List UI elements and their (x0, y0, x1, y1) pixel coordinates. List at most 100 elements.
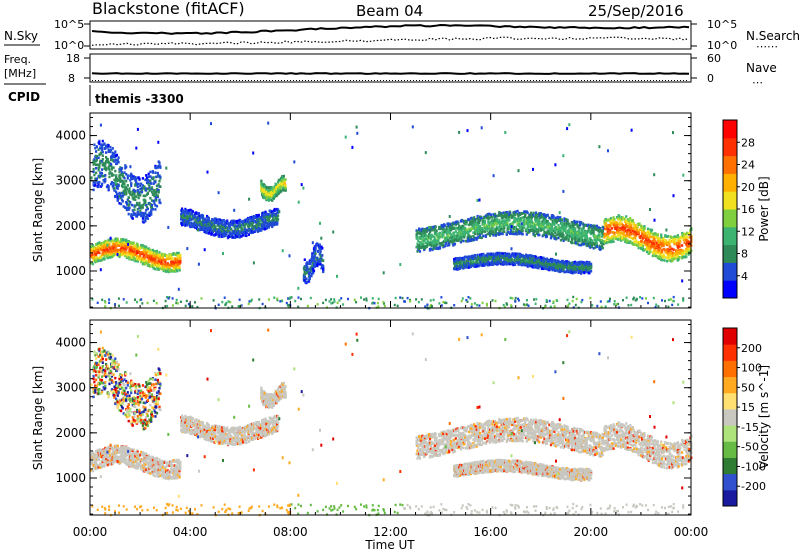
power-cell (112, 155, 115, 159)
power-cell (463, 236, 466, 239)
power-cell (451, 223, 454, 227)
power-cell (132, 241, 135, 244)
power-cell (134, 258, 137, 261)
power-cell (95, 145, 98, 148)
power-cell (154, 204, 157, 207)
power-cell (120, 202, 123, 206)
power-cell (230, 227, 233, 231)
power-cell (137, 196, 140, 200)
power-cell (276, 216, 279, 219)
power-cell (216, 232, 219, 235)
power-cell (155, 166, 158, 170)
power-cell (134, 247, 137, 251)
power-cell (217, 223, 220, 226)
power-cell (272, 193, 275, 197)
power-cell (105, 156, 108, 159)
power-cell (262, 221, 265, 224)
power-cell (435, 247, 438, 250)
power-cell (303, 258, 306, 261)
power-cell (462, 232, 465, 235)
power-cell (194, 216, 197, 219)
power-cell (155, 197, 158, 201)
power-cell (159, 185, 162, 188)
power-cell (316, 256, 319, 260)
power-cell (143, 187, 146, 190)
power-cell (97, 248, 100, 252)
power-cell (464, 226, 467, 230)
power-cell (97, 258, 100, 262)
power-cell (168, 266, 171, 269)
power-cell (428, 232, 431, 236)
power-cell (247, 226, 250, 229)
power-cell (109, 145, 112, 149)
power-cell (283, 182, 286, 185)
power-cell (118, 244, 121, 247)
power-cell (551, 227, 554, 230)
power-cell (179, 261, 182, 264)
noise-left-bottom: 10^0 (54, 39, 84, 52)
power-cell (140, 214, 143, 218)
power-cell (181, 216, 184, 219)
power-cell (443, 230, 447, 234)
power-cell (267, 193, 270, 197)
power-cell (111, 153, 114, 156)
power-cell (220, 228, 223, 231)
power-cell (221, 232, 224, 235)
power-cell (172, 267, 175, 270)
power-cell (136, 208, 139, 211)
power-cell (130, 194, 134, 197)
power-cell (138, 256, 141, 259)
power-cell (137, 194, 140, 197)
power-cell (420, 231, 423, 234)
power-cell (181, 209, 184, 212)
power-cell (436, 243, 439, 246)
power-cell (262, 214, 265, 218)
power-cell (100, 174, 103, 177)
power-cell (267, 195, 270, 199)
power-cell (149, 188, 152, 191)
power-cell (151, 265, 154, 269)
power-cell (131, 250, 134, 254)
power-cell (451, 235, 454, 239)
power-cell (129, 241, 132, 244)
power-cell (104, 179, 107, 183)
power-cell (120, 169, 123, 172)
power-cell (100, 160, 104, 163)
power-cell (253, 216, 256, 219)
power-cell (205, 231, 208, 235)
power-cell (163, 266, 166, 270)
power-cell (206, 220, 210, 224)
power-cell (473, 236, 476, 239)
power-cell (482, 234, 485, 238)
power-cell (448, 228, 451, 231)
power-cell (251, 223, 254, 226)
power-cell (281, 182, 284, 186)
power-cell (142, 194, 145, 198)
power-cell (124, 188, 127, 192)
power-cell (95, 166, 98, 170)
power-cell (478, 231, 481, 234)
power-cell (101, 154, 104, 157)
power-cell (228, 235, 231, 238)
power-cell (128, 246, 131, 249)
power-cell (264, 210, 267, 214)
power-cell (419, 242, 422, 245)
freq-line (91, 72, 690, 75)
power-cell (416, 242, 419, 246)
power-cell (208, 225, 211, 229)
power-cell (251, 231, 255, 234)
power-cell (108, 168, 111, 171)
power-cell (263, 222, 266, 226)
power-cell (312, 249, 316, 252)
power-cell (136, 190, 139, 193)
power-cell (167, 255, 170, 259)
power-cell (167, 270, 170, 274)
power-cell (314, 245, 317, 249)
power-cell (130, 182, 133, 185)
power-cell (115, 245, 118, 248)
power-cell (118, 170, 121, 174)
power-cell (445, 230, 448, 234)
power-cell (155, 249, 159, 253)
power-cell (100, 148, 104, 152)
power-cell (107, 185, 110, 188)
